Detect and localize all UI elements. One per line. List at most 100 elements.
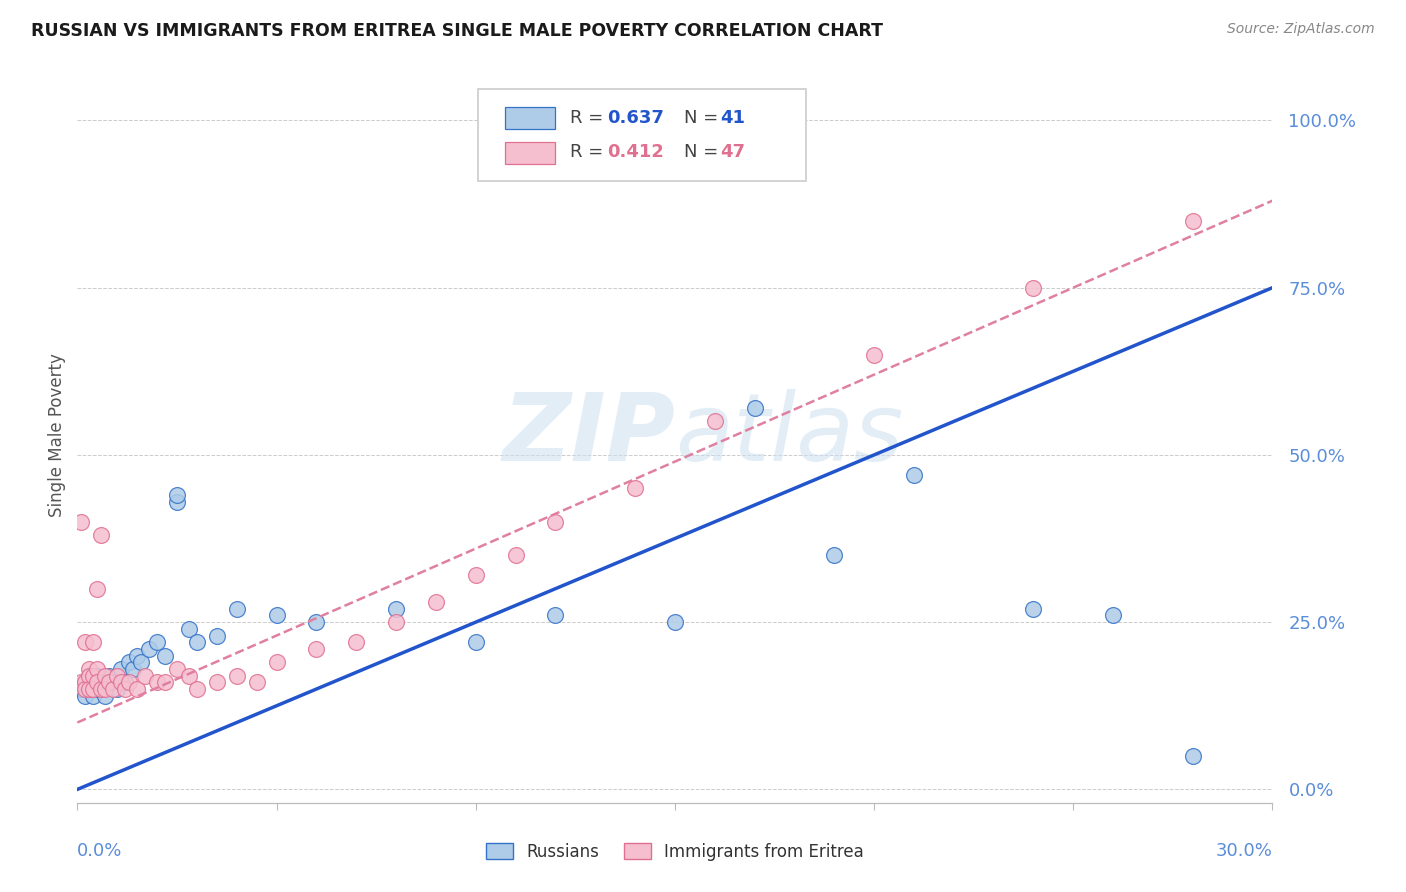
Point: [82, 669, 104, 683]
Point: [94, 669, 117, 683]
Text: 0.412: 0.412: [607, 144, 664, 161]
Text: R =: R =: [569, 144, 609, 161]
Point: [105, 681, 128, 696]
Point: [98, 669, 121, 683]
Point: [544, 515, 567, 529]
Point: [86, 681, 108, 696]
Point: [153, 675, 176, 690]
Point: [505, 548, 527, 563]
Text: 0.0%: 0.0%: [77, 842, 122, 860]
Point: [79, 662, 101, 676]
Point: [166, 494, 188, 508]
Point: [225, 669, 247, 683]
Point: [127, 681, 149, 696]
Point: [122, 662, 145, 676]
Point: [82, 635, 104, 649]
Text: ZIP: ZIP: [502, 389, 675, 481]
Point: [305, 615, 328, 630]
Point: [166, 488, 188, 502]
Point: [664, 615, 686, 630]
Point: [624, 481, 647, 495]
Point: [385, 601, 408, 615]
Point: [82, 675, 104, 690]
Point: [305, 642, 328, 657]
Point: [225, 601, 247, 615]
Point: [118, 655, 141, 669]
Point: [98, 675, 121, 690]
Point: [186, 635, 208, 649]
Point: [82, 681, 104, 696]
Point: [118, 675, 141, 690]
Point: [114, 675, 136, 690]
Point: [90, 681, 112, 696]
Point: [903, 467, 925, 482]
Text: 47: 47: [720, 144, 745, 161]
Point: [70, 681, 93, 696]
Point: [86, 669, 108, 683]
Point: [385, 615, 408, 630]
Point: [177, 669, 200, 683]
Point: [114, 681, 136, 696]
Point: [82, 689, 104, 703]
Point: [103, 675, 124, 690]
Point: [79, 681, 101, 696]
Point: [103, 681, 124, 696]
Point: [75, 675, 97, 690]
Legend: Russians, Immigrants from Eritrea: Russians, Immigrants from Eritrea: [479, 837, 870, 868]
Point: [425, 595, 447, 609]
Point: [79, 669, 101, 683]
Text: N =: N =: [685, 109, 724, 127]
Point: [75, 681, 97, 696]
Text: N =: N =: [685, 144, 724, 161]
Point: [79, 681, 101, 696]
Point: [90, 675, 112, 690]
Point: [1181, 213, 1204, 227]
Point: [703, 414, 725, 428]
Point: [205, 675, 228, 690]
Point: [75, 689, 97, 703]
FancyBboxPatch shape: [505, 142, 555, 164]
Point: [186, 681, 208, 696]
Text: 0.637: 0.637: [607, 109, 664, 127]
Point: [146, 635, 169, 649]
Text: Source: ZipAtlas.com: Source: ZipAtlas.com: [1227, 22, 1375, 37]
Point: [1022, 280, 1045, 294]
Point: [246, 675, 269, 690]
Point: [1102, 608, 1125, 623]
Point: [464, 635, 486, 649]
Text: atlas: atlas: [675, 389, 903, 481]
Point: [823, 548, 845, 563]
Text: 41: 41: [720, 109, 745, 127]
FancyBboxPatch shape: [505, 107, 555, 129]
Point: [110, 675, 132, 690]
Point: [1181, 749, 1204, 764]
Point: [744, 401, 766, 416]
Point: [863, 347, 886, 362]
Point: [86, 582, 108, 596]
Point: [94, 681, 117, 696]
Point: [70, 675, 93, 690]
Point: [266, 655, 288, 669]
Point: [1022, 601, 1045, 615]
Point: [86, 662, 108, 676]
Point: [205, 628, 228, 642]
Point: [166, 662, 188, 676]
Point: [134, 669, 156, 683]
Point: [110, 662, 132, 676]
Point: [129, 655, 152, 669]
Point: [90, 528, 112, 542]
Point: [86, 675, 108, 690]
Text: 30.0%: 30.0%: [1216, 842, 1272, 860]
Point: [138, 642, 160, 657]
Point: [146, 675, 169, 690]
Point: [344, 635, 367, 649]
Point: [127, 648, 149, 663]
Point: [105, 669, 128, 683]
Text: RUSSIAN VS IMMIGRANTS FROM ERITREA SINGLE MALE POVERTY CORRELATION CHART: RUSSIAN VS IMMIGRANTS FROM ERITREA SINGL…: [31, 22, 883, 40]
Point: [177, 622, 200, 636]
Point: [153, 648, 176, 663]
Point: [75, 675, 97, 690]
Point: [79, 669, 101, 683]
Point: [94, 689, 117, 703]
Point: [75, 635, 97, 649]
